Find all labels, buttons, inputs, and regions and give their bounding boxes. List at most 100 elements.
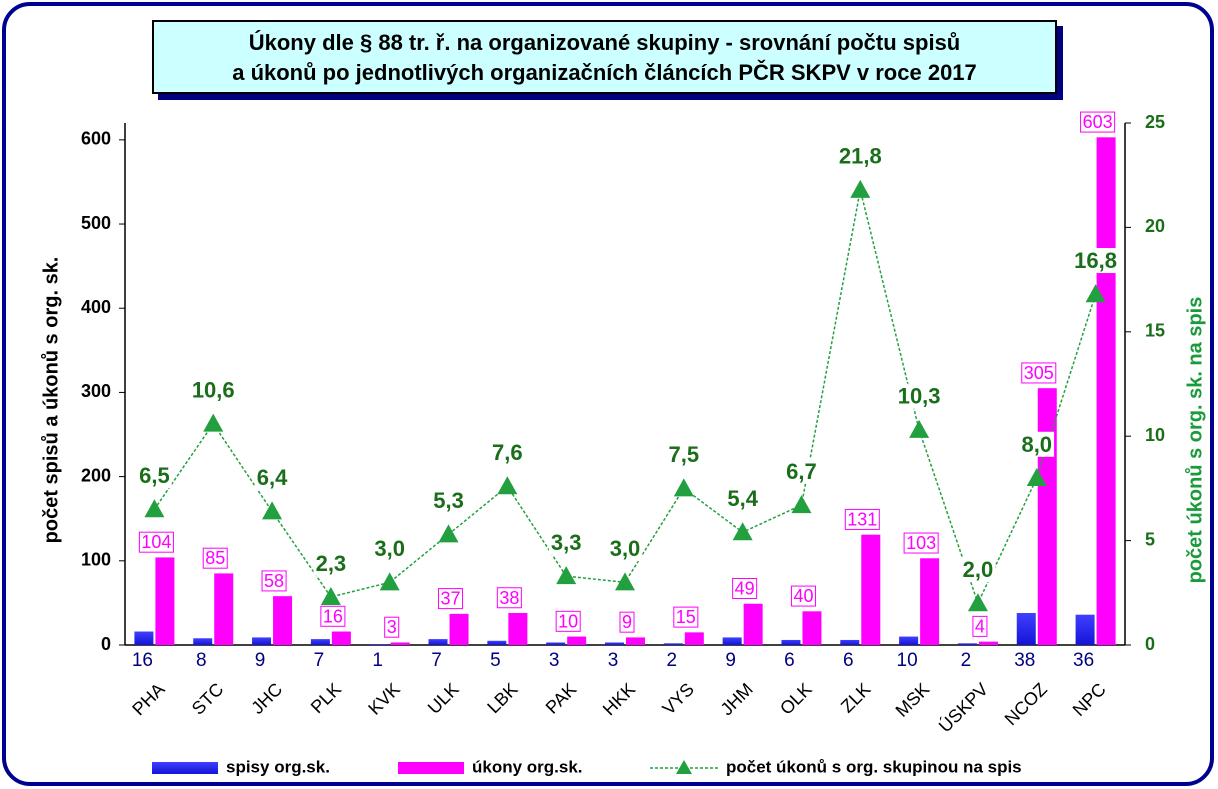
y-tick-label: 300 [81,381,111,401]
bar-ukony [802,611,822,645]
bar-spisy [428,639,448,645]
ukony-label: 305 [1024,363,1054,383]
ratio-label-bg [725,486,761,512]
bar-ukony [978,641,998,645]
ratio-label-bg [254,465,291,491]
bar-spisy [1075,614,1095,645]
marker-ratio [967,593,988,612]
ratio-label: 3,0 [374,536,405,561]
ratio-label: 16,8 [1074,248,1117,273]
spisy-label: 7 [431,650,442,671]
ukony-label-box [1080,111,1116,133]
bar-ukony [214,573,234,645]
ratio-label: 2,0 [963,557,994,582]
y2-tick-label: 15 [1145,321,1165,341]
bar-spisy [781,639,801,645]
ratio-label-bg [895,383,943,409]
spisy-label: 16 [132,650,153,671]
y2-tick-label: 0 [1145,634,1155,654]
bar-spisy [957,643,977,645]
bar-spisy [840,639,860,645]
spisy-label: 9 [255,650,266,671]
bar-spisy [369,644,389,645]
bar-ukony [743,603,763,645]
ratio-label: 6,7 [786,459,817,484]
bar-ukony [331,631,351,645]
ukony-label-box [202,547,228,569]
bar-ukony [1037,388,1057,645]
marker-ratio [1085,284,1106,303]
ratio-label-bg [784,458,819,484]
spisy-label: 3 [549,650,560,671]
ukony-label: 9 [622,612,632,632]
ratio-label: 2,3 [316,551,347,576]
marker-ratio [1026,467,1047,486]
bar-spisy [310,639,330,645]
ukony-label: 104 [141,532,171,552]
spisy-label: 10 [897,650,918,671]
bar-ukony [390,642,410,645]
ratio-label-bg [189,377,237,403]
ukony-label-box [384,616,400,638]
legend-swatch [676,760,692,774]
y2-tick-label: 5 [1145,529,1155,549]
legend-swatch [398,762,464,774]
ukony-label-box [790,585,816,607]
spisy-label: 38 [1014,650,1035,671]
ukony-label-box [320,605,346,627]
spisy-label: 5 [490,650,501,671]
ratio-label: 10,6 [192,377,235,402]
ratio-label-bg [836,143,884,169]
ukony-label: 4 [975,616,985,636]
legend-label: spisy org.sk. [226,757,330,776]
ukony-label-box [555,610,581,632]
bar-ukony [684,632,704,645]
spisy-label: 3 [608,650,619,671]
ratio-label-bg [960,557,996,583]
ukony-label: 38 [499,588,519,608]
y-tick-label: 100 [81,550,111,570]
marker-ratio [262,501,283,520]
ratio-label-bg [313,550,349,576]
spisy-label: 36 [1073,650,1094,671]
spisy-label: 6 [784,650,795,671]
ukony-label: 49 [735,578,755,598]
ratio-label: 5,3 [433,488,464,513]
spisy-label: 8 [196,650,207,671]
ukony-label: 37 [441,589,461,609]
y-tick-label: 0 [101,634,111,654]
ratio-label-bg [1019,431,1055,457]
ukony-label-box [261,570,287,592]
y2-tick-label: 25 [1145,112,1165,132]
bar-spisy [487,640,507,645]
spisy-label: 2 [961,650,972,671]
ratio-label: 6,4 [257,465,288,490]
marker-ratio [909,419,930,438]
bar-spisy [252,637,272,645]
ukony-label-box [438,588,464,610]
ratio-label-bg [1072,248,1120,274]
ukony-label-box [138,531,174,553]
ukony-label: 58 [264,571,284,591]
ratio-label-bg [548,529,584,555]
bar-spisy [1016,613,1036,645]
marker-ratio [615,572,635,591]
ukony-label-box [619,611,635,633]
bar-spisy [134,631,154,645]
ukony-label: 10 [558,611,578,631]
bar-ukony [508,613,528,645]
spisy-label: 9 [725,650,736,671]
ukony-label: 131 [847,509,877,529]
marker-ratio [732,522,753,541]
marker-ratio [791,495,812,514]
ukony-label: 40 [793,586,813,606]
marker-ratio [673,478,694,497]
spisy-label: 6 [843,650,854,671]
ratio-label: 10,3 [898,384,941,409]
marker-ratio [556,566,577,585]
bar-ukony [567,636,587,645]
bar-spisy [605,642,624,645]
